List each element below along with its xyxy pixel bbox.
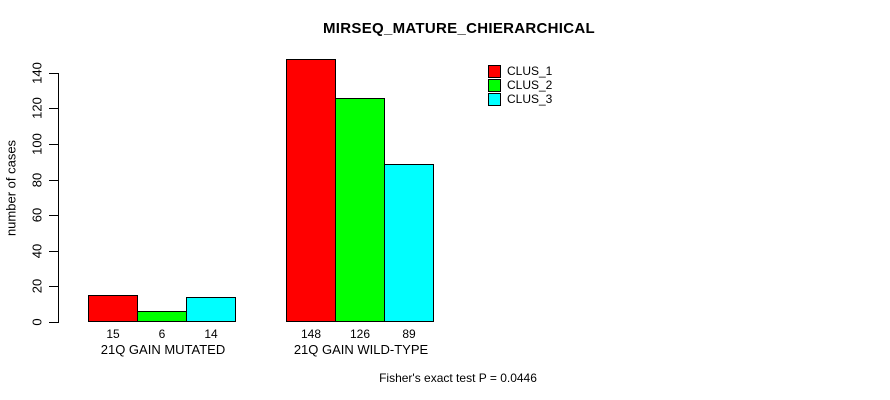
bar-clus_3-group1 <box>186 297 236 322</box>
x-category-label-wildtype: 21Q GAIN WILD-TYPE <box>293 342 429 357</box>
y-axis-line <box>58 73 59 323</box>
bar-value-label: 15 <box>106 327 120 341</box>
bar-clus_2-group2 <box>335 98 385 322</box>
y-axis-tick-label: 80 <box>29 172 45 188</box>
bar-value-label: 89 <box>402 327 416 341</box>
x-category-label-mutated: 21Q GAIN MUTATED <box>100 342 226 357</box>
bar-value-label: 6 <box>158 327 166 341</box>
y-axis-tick-label: 0 <box>29 318 45 326</box>
legend-label: CLUS_1 <box>507 63 553 78</box>
legend-item-clus_1: CLUS_1 <box>488 64 552 78</box>
y-axis-tick-label: 40 <box>29 243 45 259</box>
y-axis-tick-label: 100 <box>29 133 45 155</box>
legend-label: CLUS_3 <box>507 91 553 106</box>
legend-swatch-icon <box>488 78 501 92</box>
bar-clus_1-group2 <box>286 59 336 322</box>
bar-value-label: 126 <box>349 327 371 341</box>
y-axis-tick-label: 20 <box>29 278 45 294</box>
y-axis-tick <box>49 180 58 181</box>
legend-swatch-icon <box>488 64 501 78</box>
y-axis-tick-label: 140 <box>29 62 45 84</box>
y-axis-tick <box>49 73 58 74</box>
chart-title: MIRSEQ_MATURE_CHIERARCHICAL <box>323 20 595 37</box>
y-axis-tick <box>49 251 58 252</box>
legend-item-clus_3: CLUS_3 <box>488 92 552 106</box>
y-axis-tick <box>49 215 58 216</box>
bar-clus_1-group1 <box>88 295 138 322</box>
legend-swatch-icon <box>488 92 501 106</box>
y-axis-tick-label: 120 <box>29 97 45 119</box>
y-axis-tick <box>49 322 58 323</box>
bar-clus_2-group1 <box>137 311 187 322</box>
legend-label: CLUS_2 <box>507 77 553 92</box>
y-axis-tick <box>49 286 58 287</box>
bar-value-label: 148 <box>300 327 322 341</box>
bar-value-label: 14 <box>204 327 218 341</box>
legend-item-clus_2: CLUS_2 <box>488 78 552 92</box>
annotation-text: Fisher's exact test P = 0.0446 <box>379 371 537 385</box>
y-axis-tick <box>49 108 58 109</box>
legend: CLUS_1 CLUS_2 CLUS_3 <box>488 64 552 106</box>
bar-clus_3-group2 <box>384 164 434 322</box>
y-axis-tick <box>49 144 58 145</box>
y-axis-tick-label: 60 <box>29 207 45 223</box>
y-axis-label: number of cases <box>3 139 19 237</box>
